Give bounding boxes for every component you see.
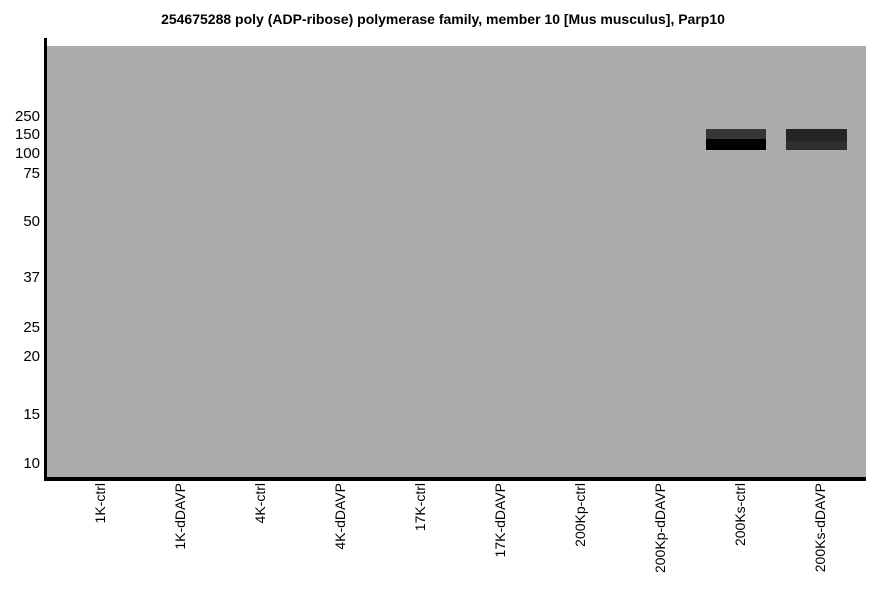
lane-label-1k-ddavp: 1K-dDAVP [172,483,188,550]
mw-marker-label-37: 37 [23,269,40,286]
mw-marker-label-20: 20 [23,348,40,365]
mw-marker-label-75: 75 [23,165,40,182]
band-segment-top [706,129,766,139]
protein-band-200ks-ctrl [706,129,766,150]
lane-label-200kp-ctrl: 200Kp-ctrl [572,483,588,547]
mw-marker-label-15: 15 [23,406,40,423]
lane-label-200kp-ddavp: 200Kp-dDAVP [652,483,668,574]
lane-label-17k-ctrl: 17K-ctrl [412,483,428,532]
y-axis-line [44,38,47,481]
gel-plot-area [47,46,866,477]
lane-label-200ks-ddavp: 200Ks-dDAVP [812,483,828,573]
mw-marker-label-150: 150 [14,126,40,143]
lane-label-4k-ctrl: 4K-ctrl [252,483,268,524]
lane-label-4k-ddavp: 4K-dDAVP [332,483,348,550]
mw-marker-label-100: 100 [14,145,40,162]
lane-label-200ks-ctrl: 200Ks-ctrl [732,483,748,547]
x-axis-line [44,477,866,481]
band-segment-top [786,129,847,141]
mw-marker-label-25: 25 [23,319,40,336]
lane-label-1k-ctrl: 1K-ctrl [92,483,108,524]
band-segment-bottom [706,139,766,150]
protein-band-200ks-ddavp [786,129,847,150]
mw-marker-label-10: 10 [23,455,40,472]
lane-label-17k-ddavp: 17K-dDAVP [492,483,508,558]
mw-marker-label-50: 50 [23,213,40,230]
band-segment-bottom [786,141,847,150]
figure-title: 254675288 poly (ADP-ribose) polymerase f… [161,11,725,27]
mw-marker-label-250: 250 [14,108,40,125]
